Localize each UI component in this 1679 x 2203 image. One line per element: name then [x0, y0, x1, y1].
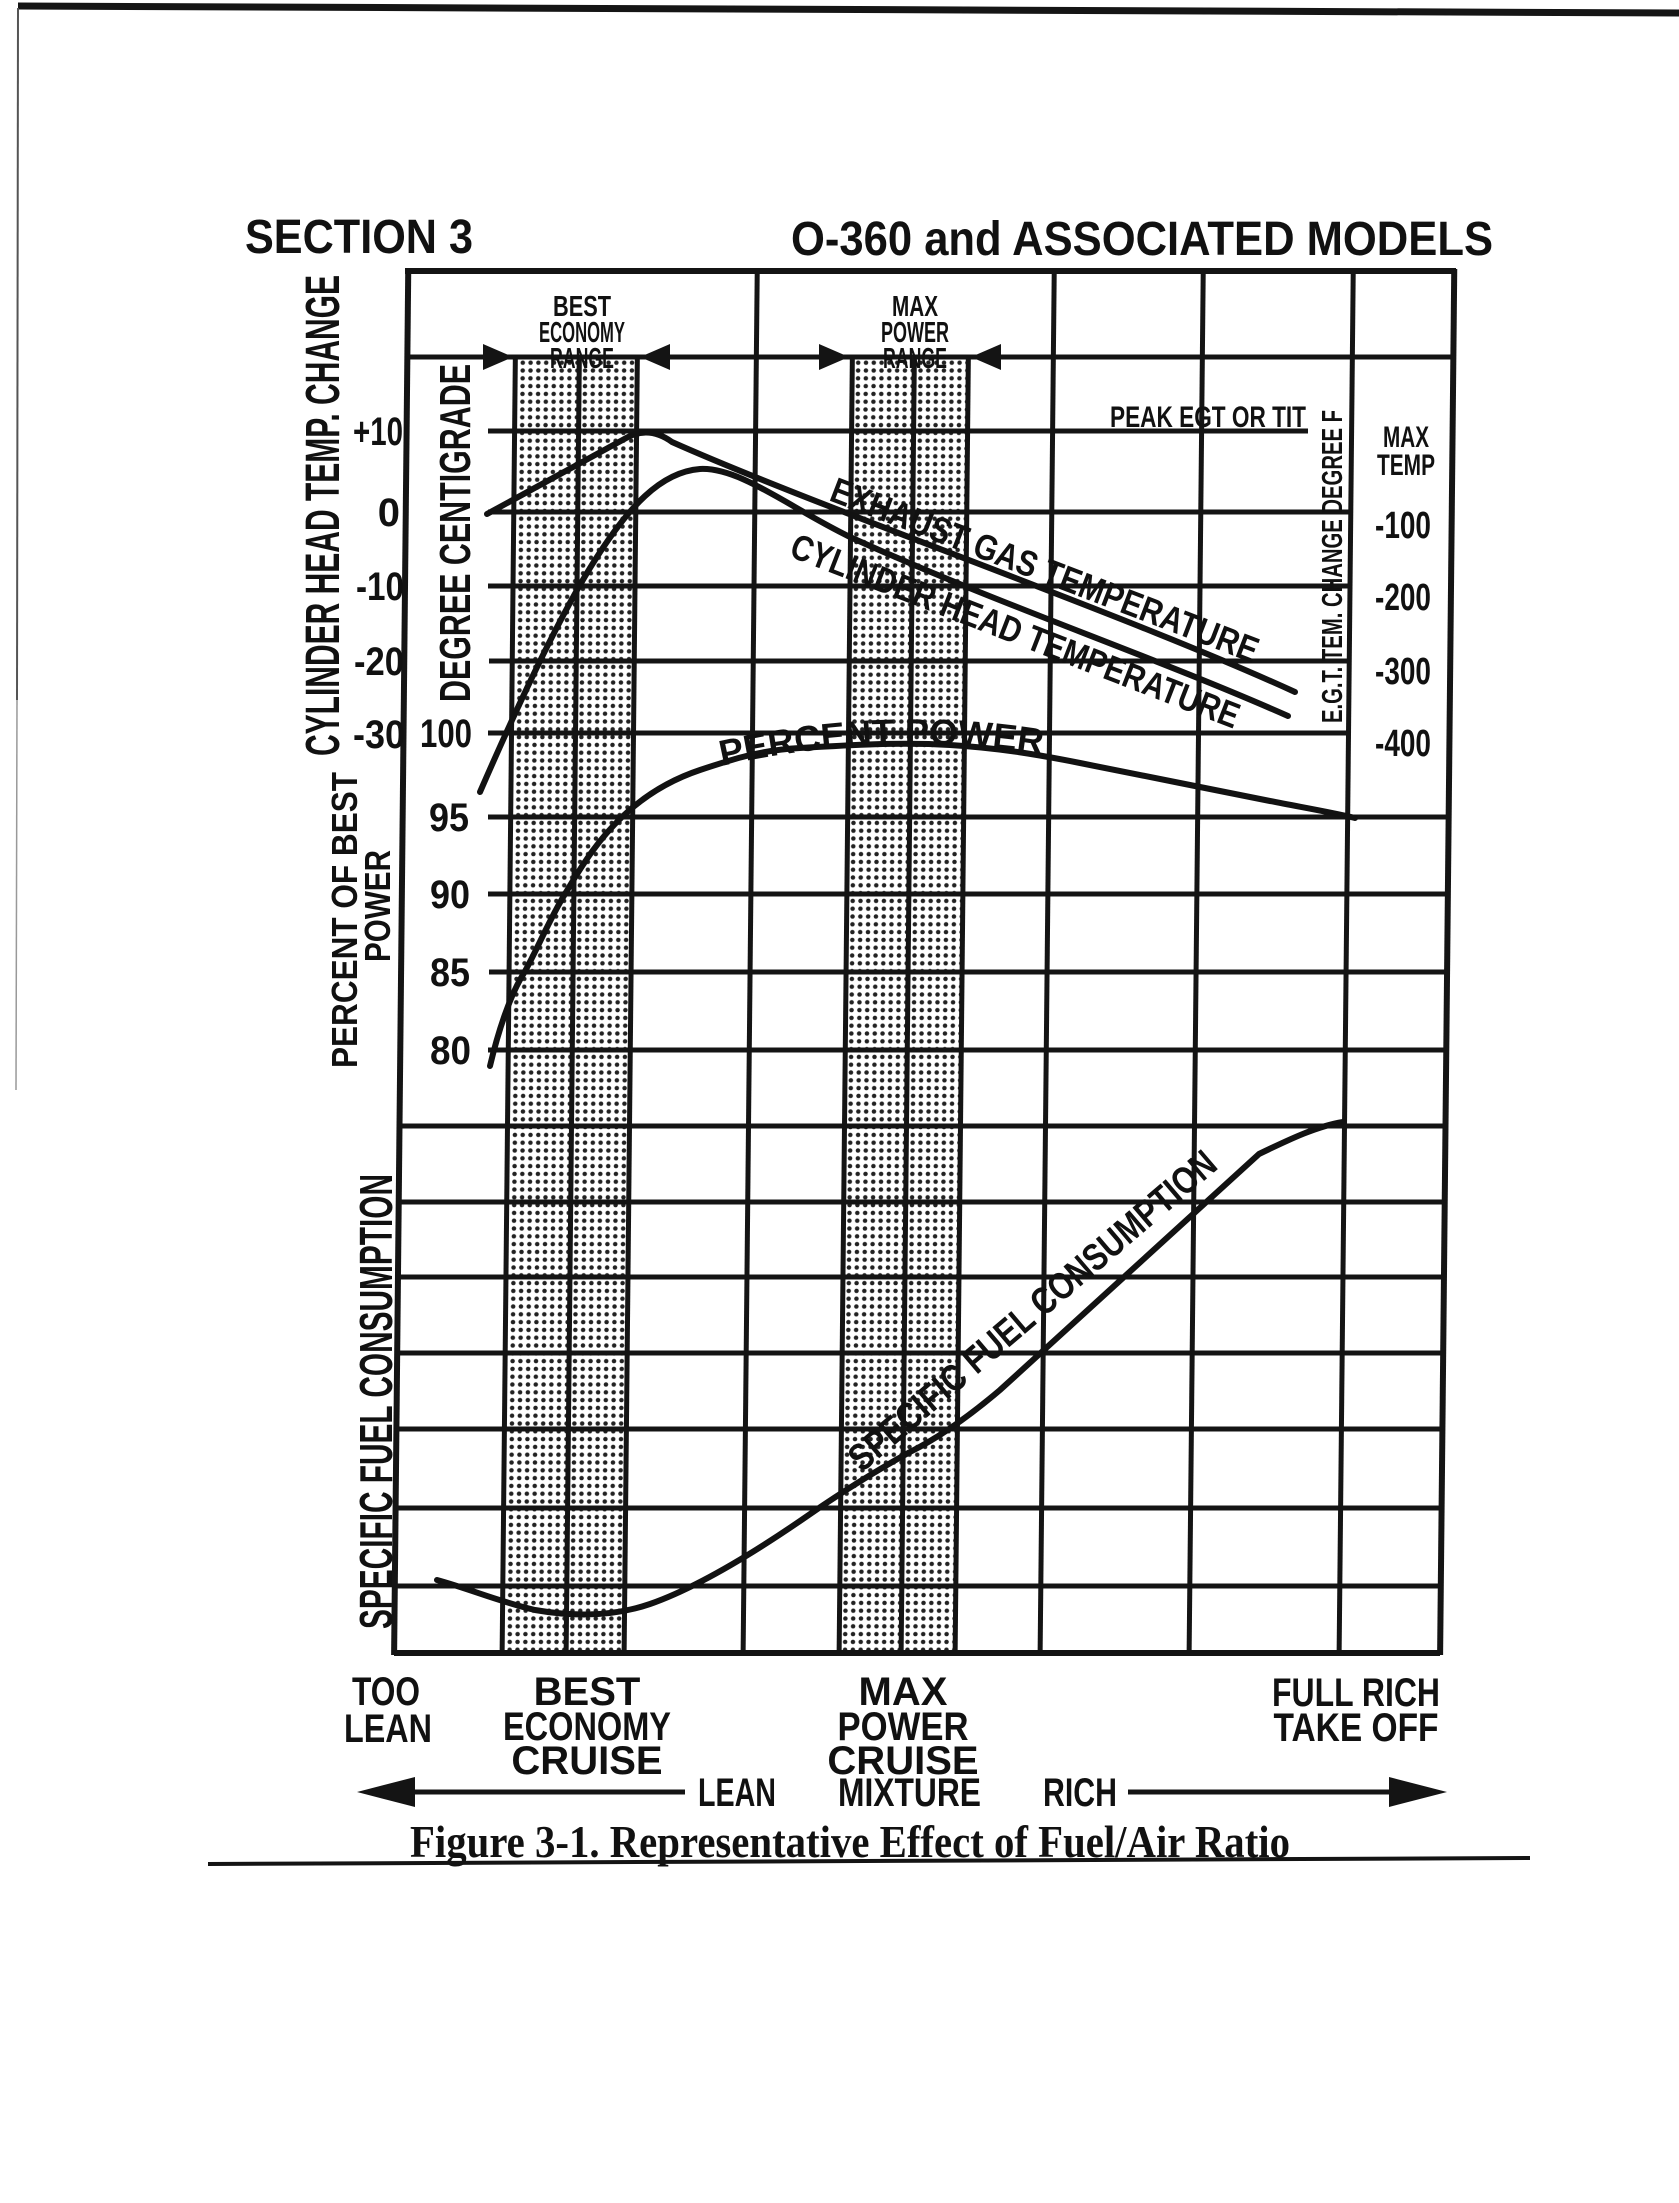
svg-text:CRUISE: CRUISE — [511, 1739, 662, 1783]
svg-text:BEST: BEST — [553, 291, 611, 323]
svg-text:ECONOMY: ECONOMY — [539, 317, 625, 349]
svg-text:PERCENT OF BEST: PERCENT OF BEST — [324, 772, 365, 1068]
svg-text:-400: -400 — [1375, 723, 1431, 765]
svg-text:MAX: MAX — [859, 1670, 948, 1714]
svg-text:FULL RICH: FULL RICH — [1272, 1671, 1440, 1715]
svg-text:POWER: POWER — [881, 317, 949, 349]
svg-text:ECONOMY: ECONOMY — [503, 1705, 671, 1749]
svg-text:100: 100 — [420, 712, 472, 756]
svg-text:E.G.T. TEM. CHANGE DEGREE F: E.G.T. TEM. CHANGE DEGREE F — [1317, 410, 1349, 723]
svg-text:CRUISE: CRUISE — [827, 1739, 978, 1783]
svg-text:SECTION 3: SECTION 3 — [245, 211, 473, 264]
svg-text:LEAN: LEAN — [344, 1707, 432, 1751]
svg-text:MIXTURE: MIXTURE — [838, 1771, 981, 1815]
svg-text:POWER: POWER — [357, 850, 398, 962]
svg-text:TAKE OFF: TAKE OFF — [1274, 1706, 1439, 1750]
svg-text:+10: +10 — [353, 410, 403, 454]
svg-text:-300: -300 — [1375, 651, 1431, 693]
svg-text:SPECIFIC FUEL CONSUMPTION: SPECIFIC FUEL CONSUMPTION — [350, 1174, 402, 1629]
svg-text:-10: -10 — [356, 565, 404, 609]
svg-text:95: 95 — [429, 796, 469, 840]
svg-text:-30: -30 — [353, 713, 405, 757]
svg-text:LEAN: LEAN — [698, 1771, 776, 1815]
svg-text:MAX: MAX — [1383, 421, 1429, 454]
svg-text:DEGREE CENTIGRADE: DEGREE CENTIGRADE — [431, 364, 480, 702]
svg-text:CYLINDER HEAD TEMP. CHANGE: CYLINDER HEAD TEMP. CHANGE — [297, 275, 350, 756]
svg-text:RANGE: RANGE — [550, 343, 614, 375]
svg-text:TOO: TOO — [352, 1670, 420, 1714]
svg-text:90: 90 — [430, 873, 470, 917]
svg-text:RANGE: RANGE — [883, 343, 947, 375]
svg-text:TEMP: TEMP — [1377, 449, 1435, 482]
svg-text:O-360 and ASSOCIATED MODELS: O-360 and ASSOCIATED MODELS — [791, 213, 1493, 266]
svg-text:85: 85 — [430, 951, 470, 995]
svg-text:POWER: POWER — [838, 1705, 969, 1749]
svg-text:MAX: MAX — [892, 291, 938, 323]
svg-text:80: 80 — [430, 1029, 471, 1073]
svg-text:BEST: BEST — [534, 1670, 641, 1714]
svg-text:PEAK EGT OR TIT: PEAK EGT OR TIT — [1110, 401, 1306, 434]
svg-text:0: 0 — [378, 491, 400, 535]
svg-text:-20: -20 — [354, 640, 404, 684]
svg-text:RICH: RICH — [1043, 1771, 1117, 1815]
svg-text:-100: -100 — [1375, 505, 1431, 547]
svg-text:-200: -200 — [1375, 577, 1431, 619]
